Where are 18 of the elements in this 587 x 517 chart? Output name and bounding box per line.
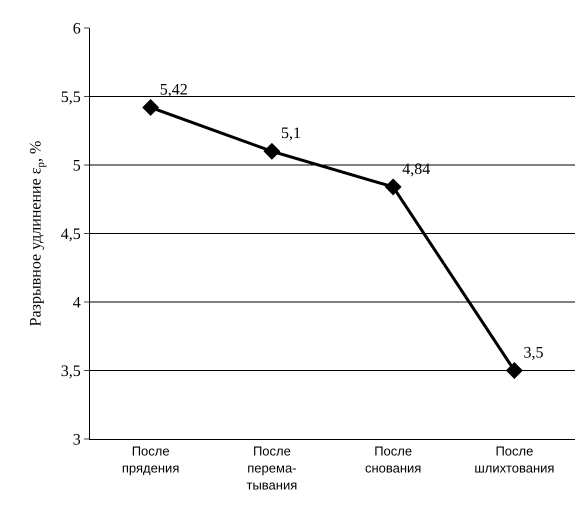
data-label: 5,1 bbox=[281, 125, 302, 142]
y-tick-label: 4,5 bbox=[60, 226, 81, 244]
data-label: 5,42 bbox=[160, 81, 188, 98]
point bbox=[506, 362, 523, 379]
point bbox=[142, 99, 160, 116]
point bbox=[384, 178, 402, 196]
y-tick-label: 6 bbox=[72, 20, 81, 38]
y-tick-label: 3,5 bbox=[60, 363, 81, 380]
y-tick-label: 5,5 bbox=[60, 89, 81, 106]
y-tick-label: 5 bbox=[72, 158, 81, 175]
data-label: 3,5 bbox=[524, 344, 544, 362]
x-tick-label: После снования bbox=[364, 444, 422, 476]
point bbox=[263, 142, 280, 160]
y-tick-label: 3 bbox=[72, 432, 81, 449]
x-tick-label: После прядения bbox=[122, 444, 180, 476]
x-tick-label: После перема-тывания bbox=[246, 444, 298, 492]
y-tick-label: 4 bbox=[72, 294, 81, 312]
x-tick-label: После шлихтования bbox=[474, 444, 554, 476]
